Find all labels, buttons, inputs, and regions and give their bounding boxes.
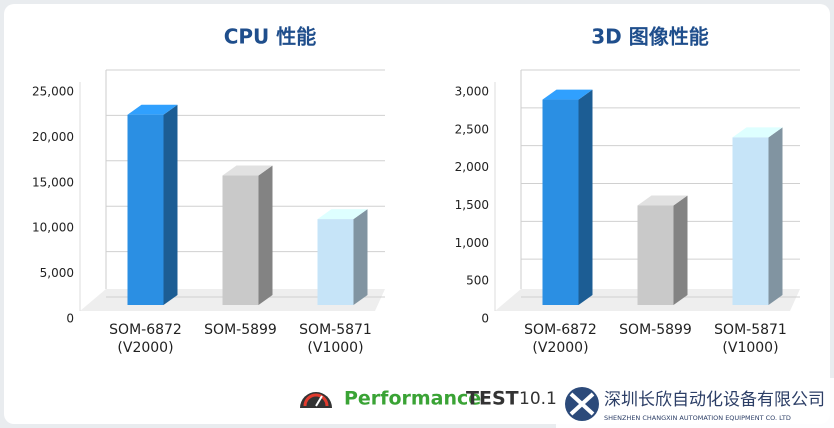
bar-top [637, 195, 688, 206]
company-box [556, 378, 834, 428]
y-tick-label: 500 [466, 274, 489, 288]
bar-top [732, 127, 783, 138]
bar-top [222, 165, 273, 176]
x-tick-label: SOM-6872 (V2000) [524, 322, 597, 356]
bar-top [542, 89, 593, 100]
brand-b: TEST [466, 388, 519, 410]
bar [542, 99, 579, 305]
chart-title: 3D 图像性能 [591, 25, 708, 49]
bar-side [578, 89, 593, 305]
bar-top [317, 209, 368, 220]
logo-icon [300, 392, 332, 408]
y-tick-label: 2,500 [455, 122, 489, 136]
y-tick-label: 2,000 [455, 160, 489, 174]
x-tick-label: SOM-5871 (V1000) [299, 322, 372, 356]
y-tick-label: 15,000 [32, 175, 74, 189]
brand-a: Performance [344, 388, 481, 410]
panel [4, 4, 830, 424]
chart-title: CPU 性能 [224, 25, 317, 49]
bar-side [258, 165, 273, 305]
bar-side [163, 104, 178, 305]
y-tick-label: 25,000 [32, 85, 74, 99]
bar-side [768, 127, 783, 306]
y-tick-label: 5,000 [40, 266, 74, 280]
bar-top [127, 104, 178, 115]
bar-side [673, 195, 688, 305]
x-tick-label: SOM-5899 [204, 322, 277, 338]
company-logo [565, 387, 599, 421]
company-en: SHENZHEN CHANGXIN AUTOMATION EQUIPMENT C… [604, 414, 791, 422]
y-tick-label: 0 [66, 312, 74, 326]
bar [637, 205, 674, 305]
x-tick-label: SOM-5871 (V1000) [714, 322, 787, 356]
x-tick-label: SOM-5899 [619, 322, 692, 338]
bar [732, 137, 769, 305]
bar [222, 175, 259, 305]
y-tick-label: 20,000 [32, 130, 74, 144]
bar [127, 114, 164, 305]
bar [317, 219, 354, 305]
company-cn: 深圳长欣自动化设备有限公司 [604, 390, 825, 410]
y-tick-label: 0 [481, 312, 489, 326]
y-tick-label: 1,500 [455, 198, 489, 212]
version: 10.1 [519, 389, 557, 409]
y-tick-label: 3,000 [455, 85, 489, 99]
y-tick-label: 1,000 [455, 236, 489, 250]
x-tick-label: SOM-6872 (V2000) [109, 322, 182, 356]
bar-side [353, 209, 368, 305]
y-tick-label: 10,000 [32, 221, 74, 235]
